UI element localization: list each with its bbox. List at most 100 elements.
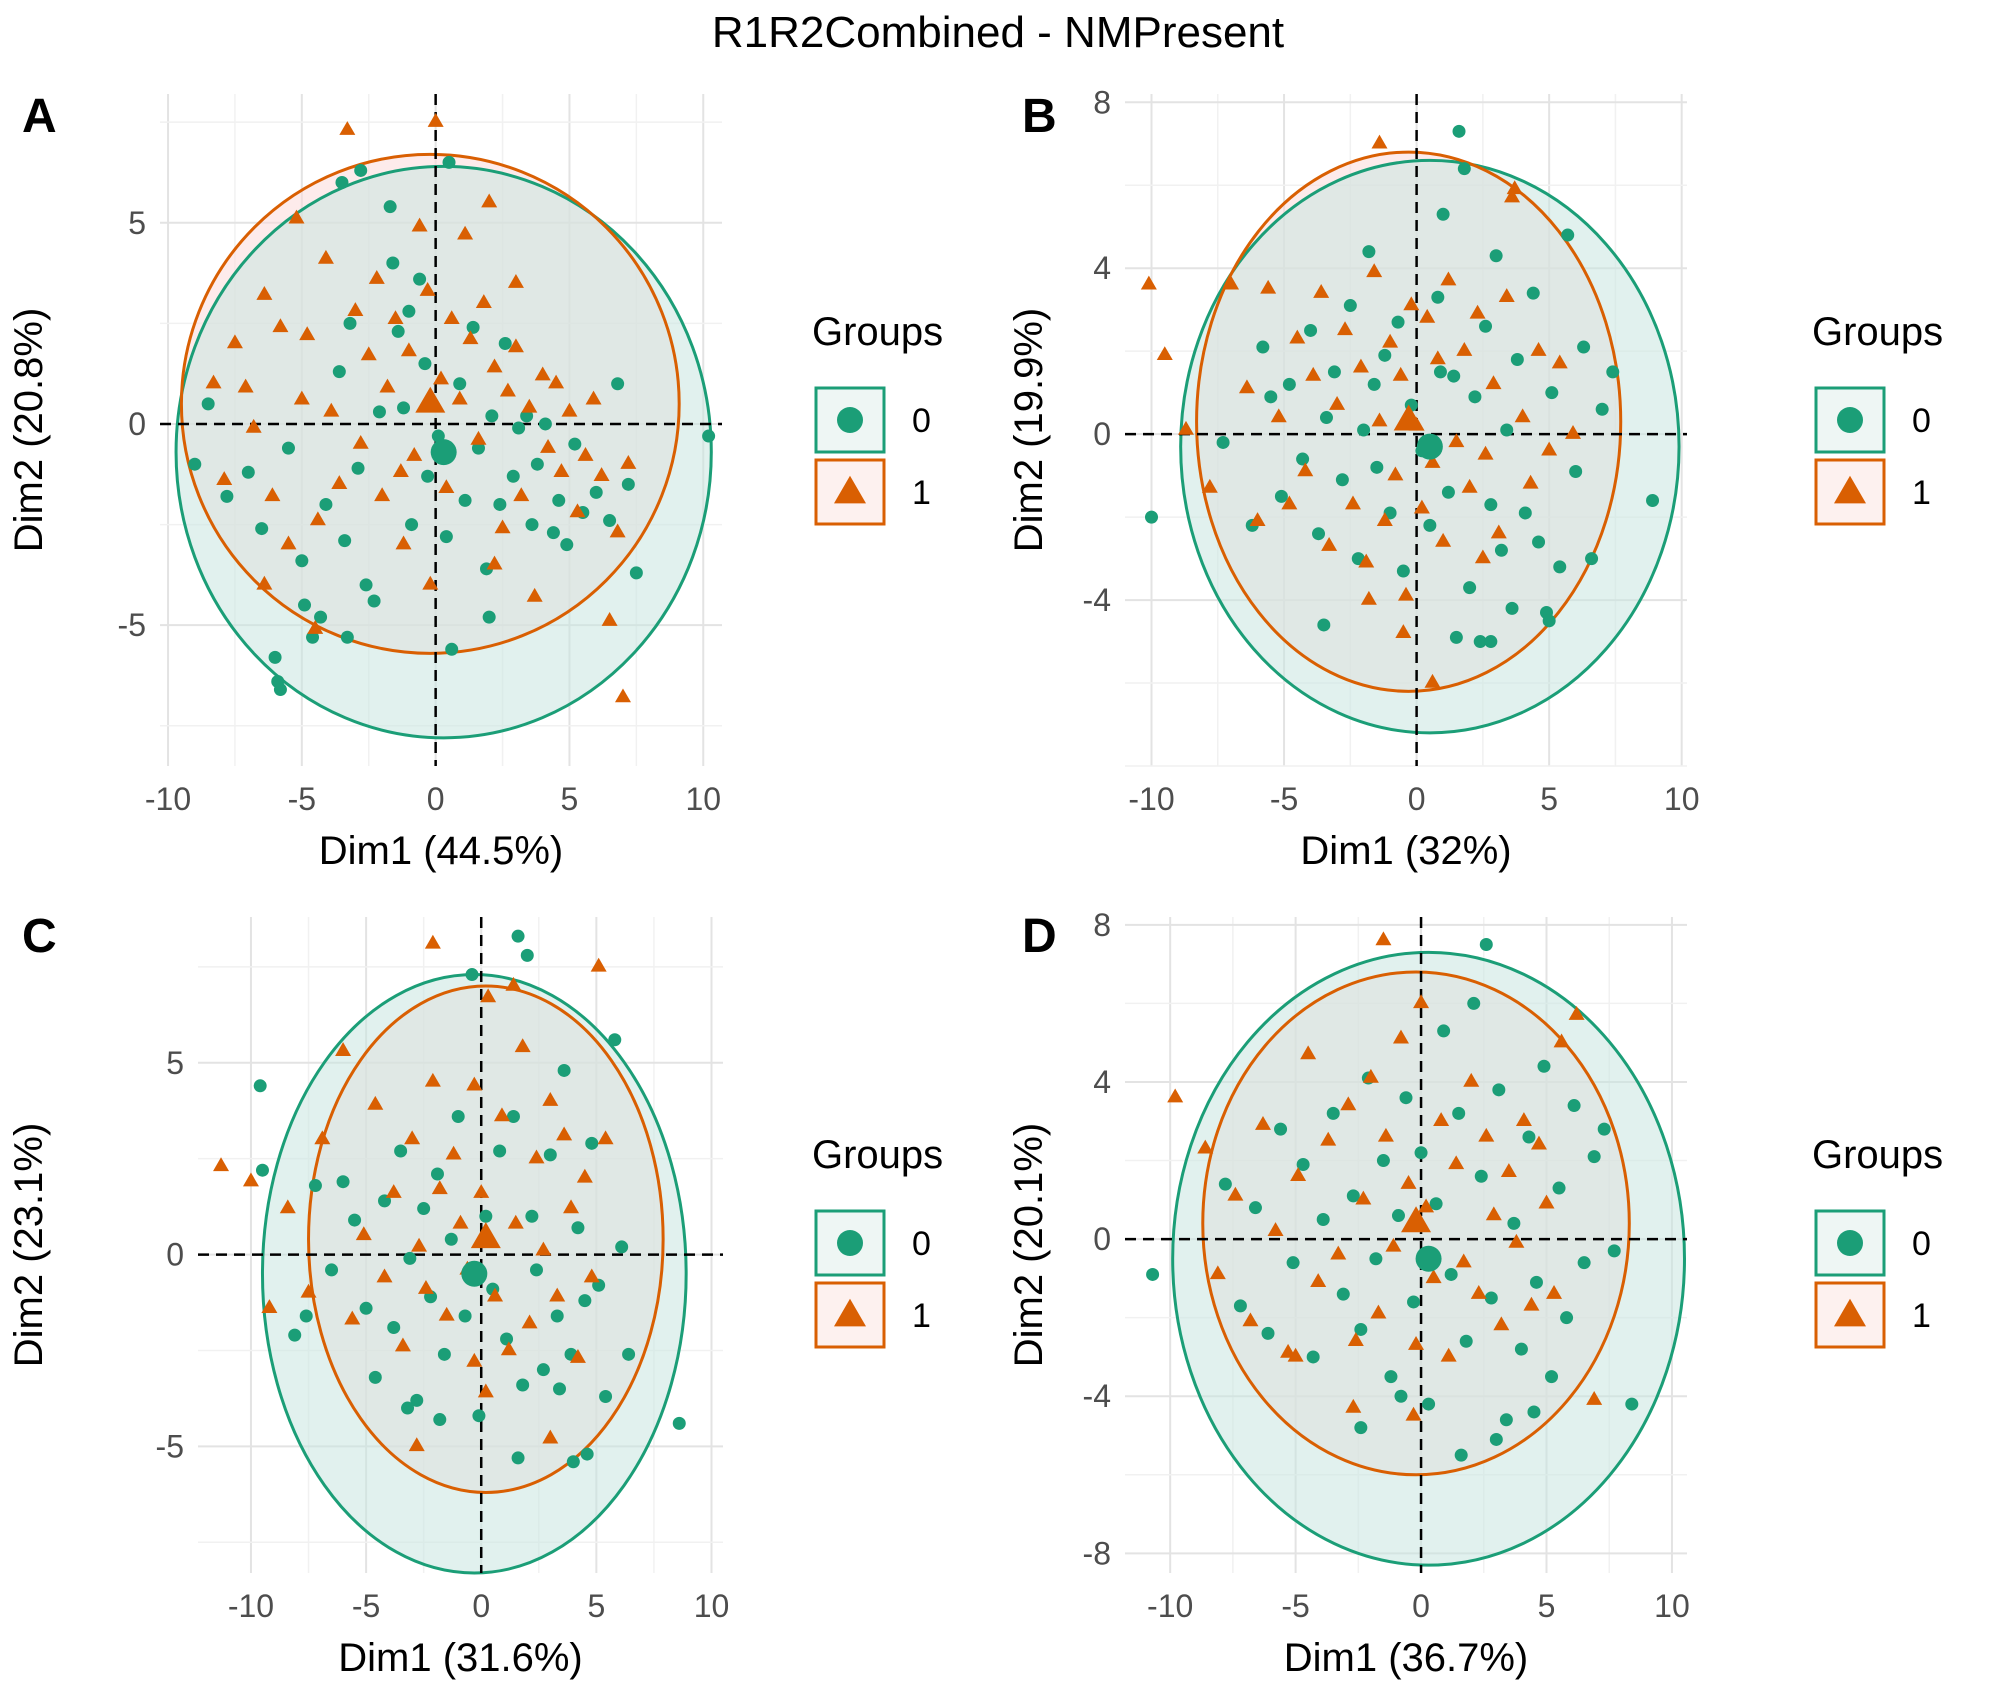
point-group-1 — [245, 418, 262, 433]
point-group-0 — [580, 1447, 594, 1461]
series-group-0 — [1146, 937, 1639, 1462]
point-group-0 — [525, 1209, 539, 1223]
point-group-1 — [577, 447, 594, 461]
point-group-1 — [1523, 1296, 1540, 1311]
point-group-0 — [511, 1451, 525, 1465]
point-group-1 — [609, 523, 626, 538]
point-group-0 — [351, 461, 365, 475]
point-group-0 — [1500, 423, 1514, 437]
point-group-0 — [453, 377, 467, 391]
point-group-0 — [1407, 1295, 1421, 1309]
point-group-0 — [1354, 1322, 1368, 1336]
point-group-1 — [477, 1383, 494, 1398]
point-group-1 — [1485, 1206, 1502, 1221]
point-group-0 — [1473, 635, 1487, 649]
point-group-1 — [1398, 586, 1414, 601]
y-tick-label: 8 — [1093, 84, 1111, 120]
legend-circle-marker — [1837, 407, 1863, 433]
point-group-0 — [295, 554, 309, 568]
point-group-0 — [1567, 1099, 1581, 1113]
point-group-0 — [1463, 581, 1477, 595]
point-group-0 — [1433, 365, 1447, 379]
point-group-1 — [387, 310, 404, 325]
point-group-0 — [571, 1221, 585, 1235]
point-group-1 — [272, 318, 289, 333]
point-group-0 — [1399, 1091, 1413, 1105]
point-group-1 — [379, 378, 396, 393]
legend-circle-marker — [1837, 1230, 1863, 1256]
y-axis-title: Dim2 (20.8%) — [7, 308, 51, 553]
point-group-1 — [205, 374, 222, 389]
point-group-0 — [201, 397, 215, 411]
point-group-0 — [433, 1413, 447, 1427]
point-group-0 — [568, 437, 582, 451]
x-tick-label: 0 — [1412, 1588, 1430, 1624]
point-group-1 — [451, 390, 468, 405]
point-group-1 — [1429, 350, 1446, 365]
point-group-1 — [1586, 1391, 1603, 1405]
point-group-0 — [1422, 1397, 1436, 1411]
point-group-1 — [1425, 1269, 1442, 1284]
point-group-0 — [506, 469, 520, 483]
point-group-1 — [1209, 1265, 1226, 1280]
centroid-group-0 — [461, 1260, 488, 1287]
point-group-0 — [1414, 1146, 1428, 1160]
point-group-1 — [1508, 1233, 1525, 1248]
point-group-1 — [1197, 1139, 1214, 1154]
point-group-1 — [1377, 1127, 1394, 1142]
point-group-1 — [411, 1237, 428, 1252]
y-tick-label: 4 — [1093, 1064, 1111, 1100]
point-group-0 — [372, 405, 386, 419]
point-group-0 — [493, 1144, 507, 1158]
point-group-0 — [418, 357, 432, 371]
x-tick-label: 0 — [1408, 781, 1426, 817]
point-group-0 — [308, 1179, 322, 1193]
point-group-0 — [1489, 1432, 1503, 1446]
point-group-0 — [485, 409, 499, 423]
point-group-0 — [622, 1347, 636, 1361]
point-group-1 — [1289, 329, 1306, 344]
point-group-1 — [507, 1214, 524, 1229]
series-group-1 — [1140, 134, 1582, 688]
point-group-1 — [1254, 1116, 1271, 1130]
point-group-0 — [1484, 498, 1498, 512]
point-group-0 — [348, 1213, 362, 1227]
point-group-1 — [466, 1076, 483, 1091]
point-group-0 — [268, 650, 282, 664]
x-tick-label: 10 — [1664, 781, 1700, 817]
point-group-0 — [1527, 1405, 1541, 1419]
point-group-0 — [332, 365, 346, 379]
y-tick-label: -8 — [1083, 1535, 1111, 1571]
point-group-1 — [1281, 495, 1298, 510]
point-group-1 — [1362, 1068, 1379, 1083]
point-group-0 — [1384, 1370, 1398, 1384]
point-group-1 — [1297, 462, 1314, 477]
point-group-0 — [471, 441, 485, 455]
point-group-1 — [475, 294, 492, 308]
point-group-0 — [1553, 560, 1567, 574]
point-group-0 — [1256, 340, 1270, 354]
point-group-1 — [614, 688, 631, 703]
point-group-1 — [242, 1172, 259, 1187]
point-group-1 — [1448, 433, 1465, 448]
point-group-1 — [1352, 358, 1369, 373]
point-group-1 — [1223, 275, 1240, 290]
point-group-1 — [1366, 263, 1383, 278]
point-group-1 — [534, 366, 551, 381]
point-group-1 — [590, 957, 607, 972]
point-group-0 — [1452, 1106, 1466, 1120]
point-group-1 — [1345, 1398, 1362, 1413]
point-group-1 — [293, 390, 310, 405]
figure-title: R1R2Combined - NMPresent — [711, 8, 1285, 57]
point-group-0 — [611, 377, 625, 391]
point-group-0 — [444, 1232, 458, 1246]
x-tick-label: -10 — [228, 1588, 274, 1624]
point-group-1 — [1392, 366, 1409, 381]
point-group-1 — [452, 1214, 469, 1229]
point-group-0 — [383, 200, 397, 214]
y-tick-label: 0 — [128, 406, 146, 442]
point-group-0 — [1542, 614, 1556, 628]
point-group-1 — [1355, 1190, 1372, 1205]
point-group-0 — [466, 320, 480, 334]
